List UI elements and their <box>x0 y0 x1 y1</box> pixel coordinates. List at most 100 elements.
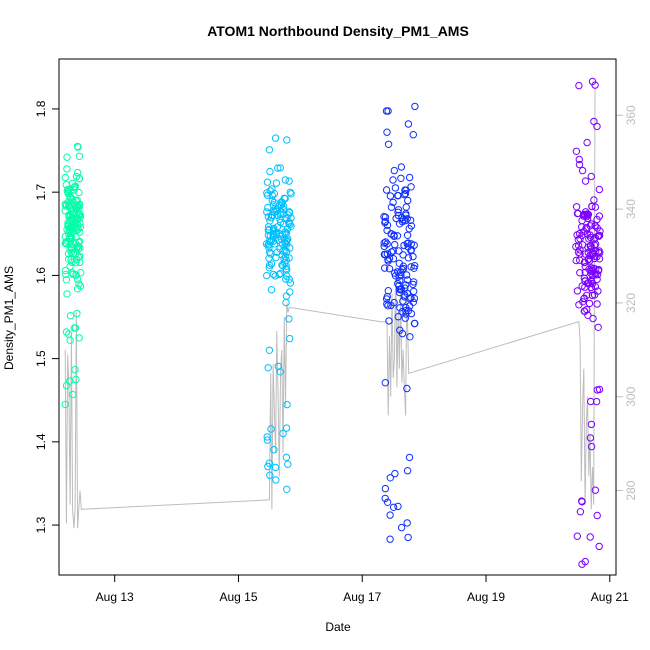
data-point <box>65 212 74 220</box>
data-point <box>586 434 595 442</box>
data-point <box>584 311 592 319</box>
data-point <box>382 295 391 303</box>
data-point <box>381 264 389 272</box>
data-point <box>263 208 271 216</box>
data-point <box>76 269 85 277</box>
data-point <box>587 276 595 285</box>
data-point <box>578 166 587 175</box>
data-point <box>394 191 402 200</box>
data-point <box>264 462 272 471</box>
data-point <box>576 269 584 277</box>
data-point <box>282 424 291 432</box>
data-point <box>587 172 595 181</box>
data-point <box>73 285 82 293</box>
data-point <box>283 485 291 493</box>
data-point <box>274 164 282 172</box>
data-point <box>591 283 600 291</box>
data-point <box>282 229 291 237</box>
data-point <box>404 254 413 262</box>
data-point <box>270 446 278 454</box>
data-point <box>283 272 291 280</box>
data-point <box>62 328 71 336</box>
data-point <box>584 255 593 263</box>
data-point <box>282 292 291 300</box>
data-point <box>595 185 604 194</box>
data-point <box>267 260 276 268</box>
data-point <box>63 290 71 298</box>
data-point <box>582 208 590 216</box>
data-point <box>391 469 399 478</box>
y-tick-label: 1.8 <box>34 100 48 117</box>
data-point <box>277 201 286 209</box>
data-point <box>585 299 594 308</box>
data-point <box>268 191 277 200</box>
data-point <box>266 471 274 479</box>
data-point <box>389 503 398 511</box>
data-point <box>75 252 84 260</box>
data-point <box>287 222 295 231</box>
data-point <box>399 264 408 273</box>
data-point <box>273 248 281 256</box>
data-point <box>383 128 391 136</box>
data-point <box>387 301 395 310</box>
data-point <box>283 247 291 256</box>
right-axis-trace <box>64 87 596 529</box>
data-point <box>406 333 414 341</box>
data-point <box>386 535 394 543</box>
data-point <box>383 250 392 258</box>
data-point <box>594 323 602 331</box>
data-point <box>384 255 392 264</box>
data-point <box>576 250 584 258</box>
data-point <box>401 281 410 289</box>
data-point <box>72 250 80 259</box>
data-point <box>593 253 601 261</box>
data-point <box>385 265 394 273</box>
data-point <box>578 216 586 225</box>
data-point <box>583 138 591 147</box>
data-point <box>575 160 584 169</box>
data-point <box>68 223 77 231</box>
data-point <box>69 198 78 207</box>
data-point <box>572 147 581 156</box>
data-point <box>286 334 294 343</box>
data-point <box>72 172 81 181</box>
data-point <box>406 216 415 225</box>
data-point <box>273 223 282 231</box>
data-point <box>263 436 272 444</box>
data-point <box>593 224 601 232</box>
data-point <box>585 235 593 243</box>
data-point <box>579 298 587 306</box>
data-point <box>384 287 392 295</box>
data-point <box>71 324 80 332</box>
data-point <box>67 248 76 257</box>
data-point <box>380 239 388 247</box>
data-point <box>69 390 77 399</box>
x-tick-label: Aug 13 <box>96 590 134 604</box>
data-point <box>583 210 592 218</box>
data-point <box>581 177 590 185</box>
data-point <box>63 153 71 161</box>
data-point <box>403 215 411 223</box>
data-point <box>383 300 391 308</box>
data-point <box>588 202 596 211</box>
data-point <box>280 194 288 203</box>
data-point <box>73 275 82 283</box>
data-point <box>61 173 70 182</box>
data-point <box>573 287 582 295</box>
data-point <box>389 176 397 184</box>
data-point <box>390 231 398 239</box>
data-point <box>386 474 394 482</box>
data-point <box>61 270 70 279</box>
data-point <box>271 463 280 472</box>
data-point <box>395 272 403 280</box>
data-point <box>400 241 408 250</box>
data-point <box>282 453 291 461</box>
data-point <box>75 188 83 197</box>
y-tick-label: 1.7 <box>34 183 48 200</box>
data-point <box>404 533 412 542</box>
data-point <box>61 400 69 409</box>
data-point <box>590 241 599 250</box>
data-point <box>61 239 70 248</box>
data-point <box>401 186 409 194</box>
data-point <box>593 300 601 308</box>
